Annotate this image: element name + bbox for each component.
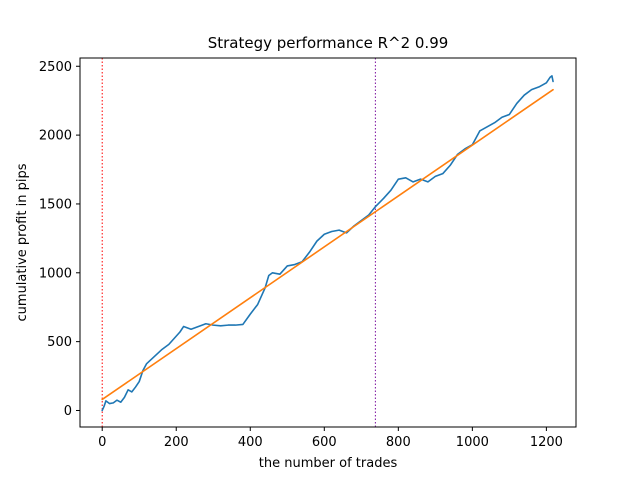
x-tick-label: 800 xyxy=(386,435,411,450)
x-tick-label: 200 xyxy=(164,435,189,450)
axes-frame xyxy=(79,57,577,428)
y-tick-label: 500 xyxy=(47,335,72,350)
y-tick-label: 2500 xyxy=(39,60,72,75)
series-line-1 xyxy=(101,88,554,401)
y-tick-label: 2000 xyxy=(39,129,72,144)
x-tick-label: 400 xyxy=(238,435,263,450)
y-tick-label: 1500 xyxy=(39,197,72,212)
y-tick-label: 1000 xyxy=(39,266,72,281)
chart-title: Strategy performance R^2 0.99 xyxy=(208,34,449,52)
y-axis-label: cumulative profit in pips xyxy=(15,163,30,321)
y-tick-label: 0 xyxy=(64,404,72,419)
x-tick-label: 1000 xyxy=(456,435,489,450)
x-tick-label: 0 xyxy=(98,435,106,450)
x-tick-label: 600 xyxy=(312,435,337,450)
x-axis: 0 200 400 600 800 1000 1200 xyxy=(98,427,563,450)
x-axis-label: the number of trades xyxy=(259,456,398,471)
x-tick-label: 1200 xyxy=(530,435,563,450)
series-layer xyxy=(101,75,554,412)
y-axis: 0 500 1000 1500 2000 2500 xyxy=(39,60,80,419)
